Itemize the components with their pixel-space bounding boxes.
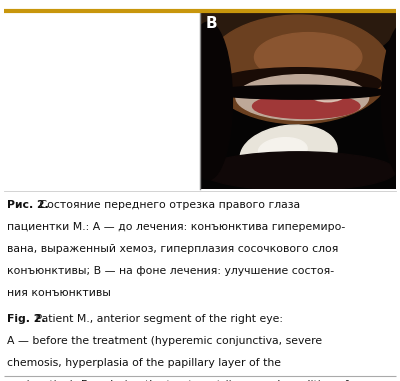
Ellipse shape [258,138,307,162]
Text: вана, выраженный хемоз, гиперплазия сосочкового слоя: вана, выраженный хемоз, гиперплазия сосо… [7,244,338,254]
Ellipse shape [14,85,189,99]
Ellipse shape [216,68,381,99]
Ellipse shape [252,94,360,118]
Bar [201,13,396,189]
Ellipse shape [4,152,198,190]
Ellipse shape [56,138,104,162]
Text: ния конъюнктивы: ния конъюнктивы [7,288,111,298]
Ellipse shape [25,92,165,124]
Text: chemosis, hyperplasia of the papillary layer of the: chemosis, hyperplasia of the papillary l… [7,358,281,368]
Text: conjunctiva), B — during the treatment (improved condition of: conjunctiva), B — during the treatment (… [7,380,349,381]
Ellipse shape [184,22,232,180]
Ellipse shape [37,125,134,182]
Text: A: A [9,16,20,31]
Ellipse shape [0,0,208,70]
Text: Patient M., anterior segment of the right eye:: Patient M., anterior segment of the righ… [32,314,283,323]
Ellipse shape [18,71,164,124]
Ellipse shape [87,83,135,101]
Ellipse shape [240,125,337,182]
Ellipse shape [58,33,164,82]
Ellipse shape [147,22,216,180]
Ellipse shape [191,0,400,70]
Text: Рис. 2.: Рис. 2. [7,200,49,210]
Ellipse shape [9,15,194,124]
Ellipse shape [18,68,184,99]
Bar [4,13,198,189]
Text: пациентки М.: А — до лечения: конъюнктива гиперемиро-: пациентки М.: А — до лечения: конъюнктив… [7,222,346,232]
Ellipse shape [206,15,391,124]
Ellipse shape [236,75,369,120]
Ellipse shape [0,22,18,180]
Text: Fig. 2.: Fig. 2. [7,314,46,323]
Text: Состояние переднего отрезка правого глаза: Состояние переднего отрезка правого глаз… [36,200,300,210]
Ellipse shape [381,22,400,180]
Ellipse shape [210,85,386,99]
Text: B: B [206,16,217,31]
Ellipse shape [201,152,396,190]
Text: конъюнктивы; В — на фоне лечения: улучшение состоя-: конъюнктивы; В — на фоне лечения: улучше… [7,266,334,276]
Ellipse shape [254,33,362,82]
Text: A — before the treatment (hyperemic conjunctiva, severe: A — before the treatment (hyperemic conj… [7,336,322,346]
Ellipse shape [310,86,345,102]
